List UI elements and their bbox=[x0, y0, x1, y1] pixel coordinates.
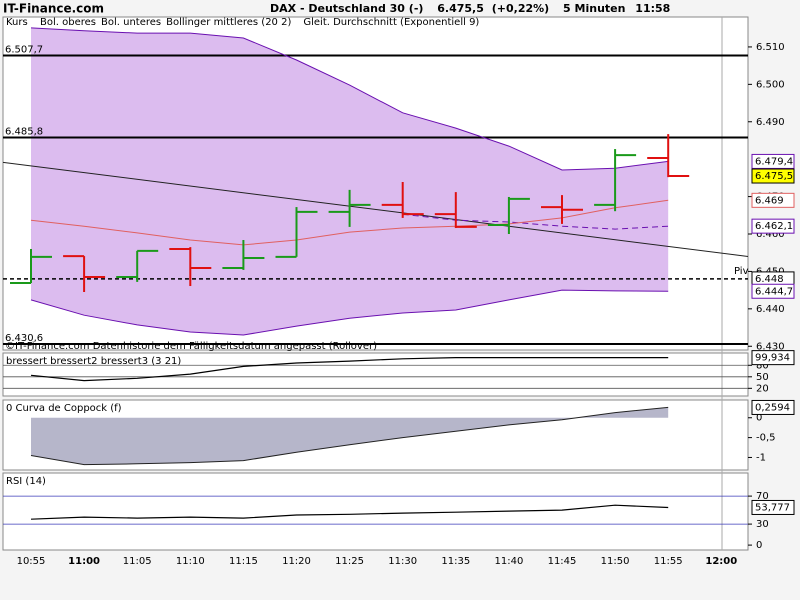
area bbox=[31, 407, 669, 465]
x-tick-label: 11:20 bbox=[282, 556, 311, 567]
y-tick-label: 0 bbox=[756, 540, 762, 551]
interval: 5 Minuten bbox=[563, 2, 625, 15]
panel-title: RSI (14) bbox=[6, 476, 46, 487]
indicator-line bbox=[402, 213, 669, 230]
legend-entry: Bol. unteres bbox=[101, 17, 161, 28]
value-box bbox=[751, 168, 795, 184]
y-tick-label: -1 bbox=[756, 452, 766, 463]
value-box bbox=[751, 399, 795, 415]
level-label: 6.430,6 bbox=[5, 333, 43, 344]
x-tick-label: 11:15 bbox=[229, 556, 258, 567]
x-tick-label: 11:45 bbox=[548, 556, 577, 567]
value-box-label: 6.448 bbox=[755, 274, 784, 285]
y-tick-label: 6.490 bbox=[756, 117, 785, 128]
y-tick-label: 20 bbox=[756, 383, 769, 394]
chart-title: DAX - Deutschland 30 (-) 6.475,5 (+0,22%… bbox=[270, 2, 670, 15]
legend-entry: Kurs bbox=[6, 17, 28, 28]
panel bbox=[2, 472, 749, 551]
price: 6.475,5 bbox=[437, 2, 484, 15]
value-box-label: 6.479,4 bbox=[755, 156, 793, 167]
indicator-line bbox=[30, 357, 669, 382]
footnote: ©IT-Finance.com Datenhistorie dem Fällig… bbox=[5, 341, 377, 352]
y-tick-label: 30 bbox=[756, 519, 769, 530]
y-tick-label: 80 bbox=[756, 360, 769, 371]
value-box-label: 0,2594 bbox=[755, 402, 790, 413]
y-tick-label: 70 bbox=[756, 491, 769, 502]
y-tick-label: 6.460 bbox=[756, 229, 785, 240]
indicator-line bbox=[30, 504, 669, 520]
y-tick-label: 50 bbox=[756, 372, 769, 383]
value-box-label: 6.469 bbox=[755, 195, 784, 206]
panel-title: bressert bressert2 bressert3 (3 21) bbox=[6, 356, 181, 367]
trend-line bbox=[2, 161, 749, 257]
y-tick-label: 0 bbox=[756, 413, 762, 424]
value-box bbox=[751, 499, 795, 515]
value-box-label: 6.462,1 bbox=[755, 221, 793, 232]
legend-entry: Bol. oberes bbox=[40, 17, 96, 28]
value-box bbox=[751, 283, 795, 299]
x-tick-label: 10:55 bbox=[17, 556, 46, 567]
panel-title: 0 Curva de Coppock (f) bbox=[6, 403, 122, 414]
x-tick-label: 12:00 bbox=[705, 556, 737, 567]
change: (+0,22%) bbox=[492, 2, 549, 15]
value-box bbox=[751, 350, 795, 366]
x-tick-label: 11:55 bbox=[654, 556, 683, 567]
indicator-line bbox=[30, 289, 669, 336]
value-box-label: 99,934 bbox=[755, 353, 790, 364]
indicator-line bbox=[30, 27, 669, 171]
value-box-label: 53,777 bbox=[755, 502, 790, 513]
y-tick-label: -0,5 bbox=[756, 433, 776, 444]
x-tick-label: 11:35 bbox=[441, 556, 470, 567]
level-label: 6.485,8 bbox=[5, 126, 43, 137]
level-name: Piv bbox=[734, 266, 749, 277]
time: 11:58 bbox=[635, 2, 670, 15]
y-tick-label: 6.510 bbox=[756, 42, 785, 53]
value-box-label: 6.475,5 bbox=[755, 171, 793, 182]
x-tick-label: 11:30 bbox=[388, 556, 417, 567]
x-tick-label: 11:50 bbox=[601, 556, 630, 567]
y-tick-label: 6.430 bbox=[756, 341, 785, 352]
x-tick-label: 11:25 bbox=[335, 556, 364, 567]
area-line bbox=[30, 406, 669, 466]
x-tick-label: 11:40 bbox=[494, 556, 523, 567]
legend-entry: Gleit. Durchschnitt (Exponentiell 9) bbox=[303, 17, 479, 28]
y-tick-label: 6.440 bbox=[756, 304, 785, 315]
value-box bbox=[751, 192, 795, 208]
x-tick-label: 11:10 bbox=[176, 556, 205, 567]
value-box-label: 6.444,7 bbox=[755, 286, 793, 297]
y-tick-label: 6.500 bbox=[756, 79, 785, 90]
x-tick-label: 11:00 bbox=[68, 556, 100, 567]
site-name: IT-Finance.com bbox=[3, 2, 104, 16]
legend-entry: Bollinger mittleres (20 2) bbox=[166, 17, 291, 28]
level-label: 6.507,7 bbox=[5, 45, 43, 56]
value-box bbox=[751, 218, 795, 234]
value-box bbox=[751, 153, 795, 169]
instrument: DAX - Deutschland 30 (-) bbox=[270, 2, 423, 15]
x-tick-label: 11:05 bbox=[123, 556, 152, 567]
